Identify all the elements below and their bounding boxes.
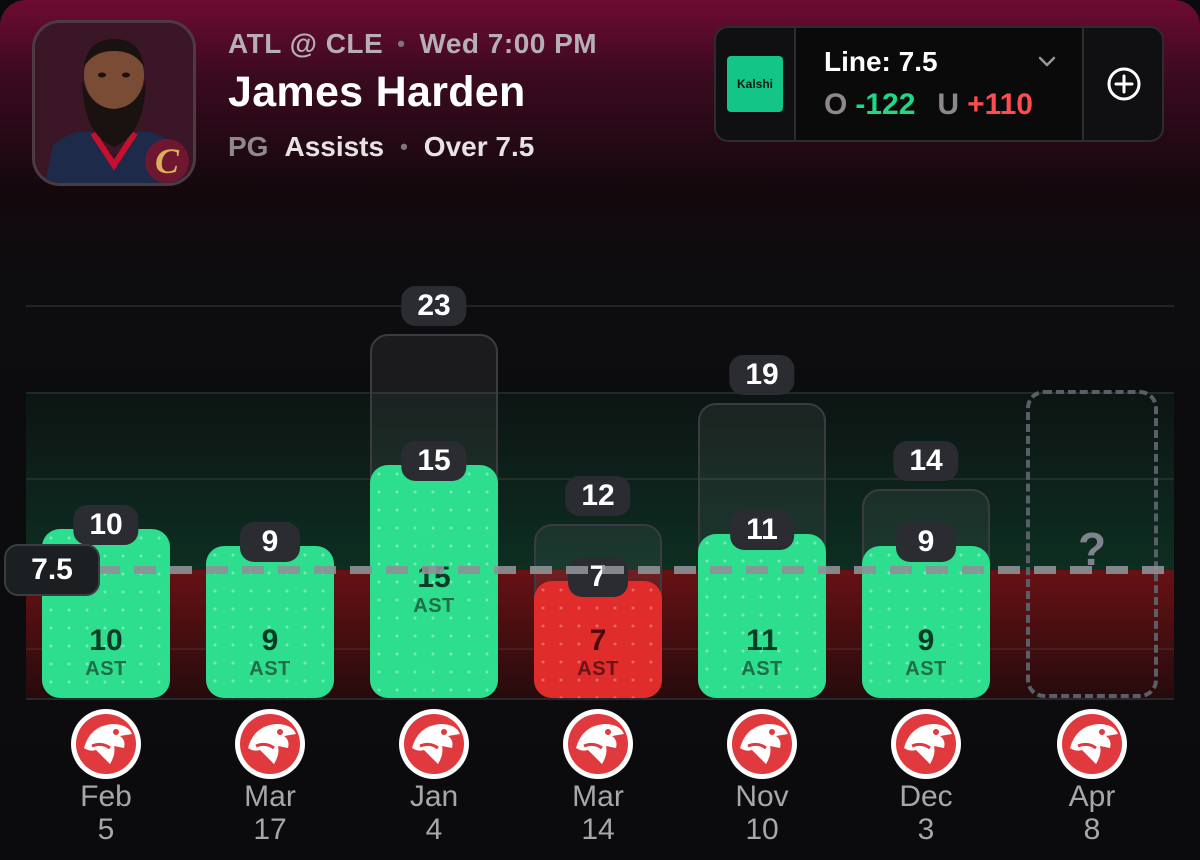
game-date-month: Jan (409, 780, 459, 813)
game-date-month: Mar (572, 780, 624, 813)
chevron-down-icon (1038, 56, 1056, 67)
player-headshot-icon: C (35, 23, 193, 183)
upcoming-game-slot[interactable]: ? (1026, 390, 1158, 698)
atlanta-hawks-logo-icon (727, 709, 797, 779)
game-date: Apr 8 (1032, 780, 1152, 846)
assists-label: 9 (896, 522, 956, 563)
game-date-day: 14 (581, 813, 615, 846)
game-date: Mar 14 (538, 780, 658, 846)
game-date-month: Nov (735, 780, 789, 813)
line-value-badge: 7.5 (4, 544, 100, 596)
game-date: Mar 17 (210, 780, 330, 846)
over-under-odds: O -122 U +110 (824, 88, 1033, 122)
bar-unit: AST (413, 595, 455, 617)
game-date-day: 3 (917, 813, 935, 846)
potential-assists-label: 19 (729, 355, 795, 396)
game-meta: ATL @ CLE • Wed 7:00 PM James Harden PG … (228, 28, 597, 163)
line-dropdown[interactable]: Line: 7.5 O -122 U +110 (796, 28, 1082, 140)
bar-unit: AST (249, 657, 291, 680)
add-to-slip-button[interactable] (1082, 28, 1164, 140)
game-date-day: 5 (97, 813, 115, 846)
game-date-month: Feb (80, 780, 132, 813)
bar-value: 7 (589, 623, 607, 657)
over-odds: -122 (855, 88, 916, 121)
player-position: PG (228, 131, 269, 162)
under-odds: +110 (967, 88, 1033, 121)
potential-assists-label: 14 (893, 441, 959, 482)
assists-label: 11 (730, 509, 794, 550)
assists-bar[interactable]: 15 AST (370, 465, 498, 698)
bar-unit: AST (85, 658, 127, 680)
stat-type: Assists (284, 131, 385, 162)
line-threshold (26, 566, 1174, 574)
separator-dot: • (397, 31, 406, 56)
line-label: Line: 7.5 (824, 46, 938, 77)
game-date-day: 17 (253, 813, 287, 846)
over-key: O (824, 88, 848, 121)
bar-value: 9 (261, 623, 279, 657)
potential-assists-label: 23 (401, 286, 467, 327)
matchup-line: ATL @ CLE • Wed 7:00 PM (228, 28, 597, 60)
bar-value: 10 (89, 624, 123, 657)
under-key: U (937, 88, 960, 121)
svg-text:C: C (155, 141, 180, 181)
assists-label: 15 (401, 441, 467, 481)
game-date: Feb 5 (46, 780, 166, 846)
atlanta-hawks-logo-icon (235, 709, 305, 779)
plus-circle-icon (1107, 67, 1141, 101)
atlanta-hawks-logo-icon (71, 709, 141, 779)
potential-assists-label: 12 (565, 475, 631, 516)
bar-unit: AST (905, 657, 947, 680)
gridline (26, 392, 1174, 394)
kalshi-logo-icon: Kalshi (727, 56, 783, 112)
atlanta-hawks-logo-icon (563, 709, 633, 779)
sportsbook-selector[interactable]: Kalshi (716, 28, 796, 140)
bar-unit: AST (577, 657, 619, 680)
atlanta-hawks-logo-icon (1057, 709, 1127, 779)
separator-dot: • (400, 134, 408, 159)
pick-label: Over 7.5 (423, 131, 535, 162)
bar-value: 11 (746, 623, 778, 657)
game-time: Wed 7:00 PM (419, 28, 598, 59)
game-date-month: Dec (899, 780, 953, 813)
game-date-day: 4 (425, 813, 443, 846)
player-name: James Harden (228, 68, 526, 116)
odds-widget: Kalshi Line: 7.5 O -122 U +110 (714, 26, 1164, 142)
atlanta-hawks-logo-icon (399, 709, 469, 779)
game-date-month: Mar (244, 780, 296, 813)
game-date: Nov 10 (702, 780, 822, 846)
assists-label: 9 (240, 522, 300, 563)
game-date: Jan 4 (374, 780, 494, 846)
atlanta-hawks-logo-icon (891, 709, 961, 779)
assists-label: 10 (73, 505, 139, 545)
gridline (26, 305, 1174, 307)
game-date-day: 8 (1083, 813, 1101, 846)
assists-label: 7 (568, 556, 628, 597)
bar-value: 9 (917, 623, 935, 657)
assists-bar[interactable]: 11 AST (698, 533, 826, 698)
matchup: ATL @ CLE (228, 28, 384, 59)
gridline (26, 698, 1174, 700)
assists-bar[interactable]: 7 AST (534, 580, 662, 698)
player-avatar: C (32, 20, 196, 186)
prop-line: PG Assists • Over 7.5 (228, 131, 597, 163)
game-date-month: Apr (1068, 780, 1116, 813)
game-date-day: 10 (745, 813, 779, 846)
game-date: Dec 3 (866, 780, 986, 846)
bar-unit: AST (741, 657, 783, 680)
